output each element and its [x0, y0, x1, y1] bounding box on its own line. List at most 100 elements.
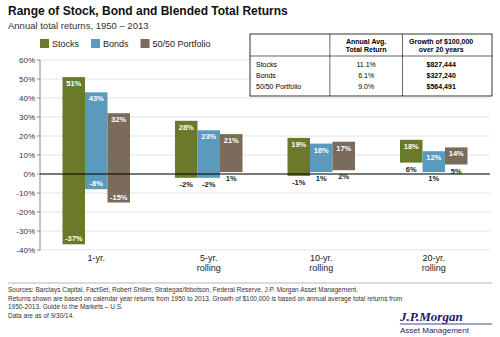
y-tick-label: -10% [16, 189, 35, 198]
footnote: Returns shown are based on calendar year… [8, 295, 402, 311]
high-label: 43% [89, 94, 104, 103]
brand: J.P.Morgan [399, 309, 463, 324]
chart: Range of Stock, Bond and Blended Total R… [0, 0, 500, 337]
legend-label: 50/50 Portfolio [153, 39, 211, 49]
low-label: -1% [292, 178, 306, 187]
range-bar [400, 140, 423, 163]
y-tick-label: 0% [23, 170, 35, 179]
y-tick-label: -40% [16, 246, 35, 255]
x-tick-label: 20-yr.rolling [422, 253, 446, 273]
brand-sub: Asset Management [400, 326, 470, 335]
low-label: 1% [316, 174, 327, 183]
text-line: rolling [309, 263, 333, 273]
grid-line [40, 231, 490, 232]
high-label: 28% [179, 123, 194, 132]
x-tick-label: 5-yr.rolling [197, 253, 221, 273]
y-tick-label: 40% [19, 94, 35, 103]
range-bar [333, 142, 356, 171]
legend-label: Bonds [103, 39, 129, 49]
table-rule [250, 56, 492, 57]
high-label: 17% [336, 144, 351, 153]
range-bar [423, 151, 446, 172]
table-cell: $564,491 [427, 83, 456, 91]
text-line: rolling [197, 263, 221, 273]
bars [63, 77, 468, 244]
x-tick-label: 1-yr. [87, 253, 105, 263]
y-tick-label: 10% [19, 151, 35, 160]
range-bar [85, 92, 108, 189]
text-line: over 20 years [419, 46, 464, 54]
data-labels: 51%-37%28%-2%19%-1%18%6%43%-8%23%-2%16%1… [65, 79, 464, 243]
y-tick-label: -30% [16, 227, 35, 236]
text-line: 5-yr. [200, 253, 218, 263]
text-line: Annual Avg. [346, 38, 386, 46]
range-bar [445, 147, 468, 164]
text-line: 10-yr. [310, 253, 333, 263]
table-cell: 11.1% [356, 61, 375, 68]
text-line: Total Return [346, 46, 387, 53]
high-label: 19% [291, 140, 306, 149]
grid-line [40, 174, 490, 175]
table-rule [329, 34, 330, 96]
legend-swatch [91, 39, 100, 48]
high-label: 21% [224, 136, 239, 145]
text-line: 1950-2013. Guide to the Markets – U.S. [8, 303, 123, 310]
footer-rule [8, 283, 492, 284]
grid-line [40, 250, 490, 251]
table-header: Annual Avg.Total Return [346, 38, 387, 53]
table-header: Growth of $100,000over 20 years [409, 38, 473, 54]
low-label: 1% [428, 174, 439, 183]
low-label: 1% [226, 174, 237, 183]
high-label: 16% [314, 146, 329, 155]
footnote: Data are as of 9/30/14. [8, 312, 74, 319]
legend-label: Stocks [52, 39, 80, 49]
range-bar [310, 144, 333, 173]
table-rule [402, 34, 403, 96]
legend-swatch [40, 39, 49, 48]
low-label: 6% [406, 165, 417, 174]
high-label: 12% [426, 153, 441, 162]
range-bar [175, 121, 198, 178]
high-label: 18% [404, 142, 419, 151]
table-cell: Stocks [256, 61, 278, 68]
range-bar [63, 77, 86, 244]
y-axis-line [40, 60, 41, 250]
high-label: 32% [111, 115, 126, 124]
info-table: Annual Avg.Total Return Growth of $100,00… [250, 34, 492, 96]
grid-line [40, 212, 490, 213]
brand-rule [400, 324, 492, 325]
subtitle: Annual total returns, 1950 – 2013 [8, 20, 149, 31]
x-tick-label: 10-yr.rolling [309, 253, 333, 273]
low-label: -2% [180, 180, 194, 189]
zero-line [40, 174, 490, 175]
y-tick-label: 50% [19, 75, 35, 84]
low-label: -8% [90, 179, 104, 188]
y-tick-label: 30% [19, 113, 35, 122]
y-tick-label: 60% [19, 56, 35, 65]
low-label: 2% [338, 172, 349, 181]
high-label: 23% [201, 132, 216, 141]
range-bar [198, 130, 221, 178]
range-bar [108, 113, 131, 202]
text-line: Growth of $100,000 [409, 38, 473, 46]
title: Range of Stock, Bond and Blended Total R… [8, 4, 288, 18]
table-cell: Bonds [256, 72, 276, 79]
high-label: 51% [66, 79, 81, 88]
legend-swatch [141, 39, 150, 48]
low-label: -15% [110, 193, 128, 202]
table-frame [250, 34, 492, 96]
high-label: 14% [449, 149, 464, 158]
range-bar [220, 134, 243, 172]
table-cell: $327,240 [427, 72, 456, 80]
range-bar [288, 138, 311, 176]
text-line: rolling [422, 263, 446, 273]
y-tick-label: -20% [16, 208, 35, 217]
text-line: Returns shown are based on calendar year… [8, 295, 402, 303]
low-label: 5% [451, 167, 462, 176]
y-tick-label: 20% [19, 132, 35, 141]
low-label: -2% [202, 180, 216, 189]
table-cell: $827,444 [427, 61, 456, 69]
text-line: 20-yr. [422, 253, 445, 263]
table-cell: 9.0% [358, 83, 374, 90]
table-cell: 50/50 Portfolio [256, 83, 301, 90]
